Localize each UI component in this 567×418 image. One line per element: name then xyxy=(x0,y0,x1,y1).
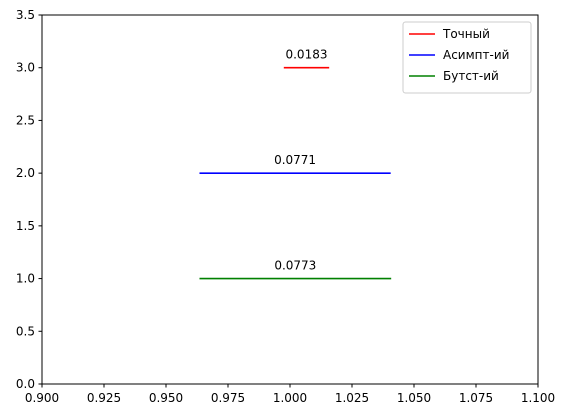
y-tick-label: 0.5 xyxy=(16,324,35,338)
x-tick-label: 1.100 xyxy=(521,391,555,405)
y-tick-label: 2.0 xyxy=(16,166,35,180)
legend-label: Асимпт-ий xyxy=(443,48,509,62)
legend: Точный Асимпт-ий Бутст-ий xyxy=(402,21,532,94)
x-tick-label: 0.975 xyxy=(211,391,245,405)
y-tick-label: 0.0 xyxy=(16,377,35,391)
y-tick-label: 1.0 xyxy=(16,272,35,286)
legend-label: Бутст-ий xyxy=(443,69,499,83)
x-tick-label: 1.025 xyxy=(335,391,369,405)
x-tick-label: 0.925 xyxy=(87,391,121,405)
x-tick-label: 0.950 xyxy=(149,391,183,405)
data-label: 0.0773 xyxy=(274,259,316,273)
data-label: 0.0183 xyxy=(285,48,327,62)
x-tick-label: 1.000 xyxy=(273,391,307,405)
series-layer: 0.0183 0.0771 0.0773 xyxy=(199,48,392,280)
y-tick-label: 1.5 xyxy=(16,219,35,233)
legend-label: Точный xyxy=(442,27,490,41)
plot-frame xyxy=(41,14,539,385)
y-tick-label: 3.5 xyxy=(16,8,35,22)
y-axis: 0.0 0.5 1.0 1.5 2.0 2.5 3.0 3.5 xyxy=(16,8,42,391)
y-tick-label: 3.0 xyxy=(16,61,35,75)
x-tick-label: 1.075 xyxy=(459,391,493,405)
x-tick-label: 1.050 xyxy=(397,391,431,405)
x-axis: 0.900 0.925 0.950 0.975 1.000 1.025 1.050 1.075… xyxy=(25,384,555,405)
y-tick-label: 2.5 xyxy=(16,113,35,127)
x-tick-label: 0.900 xyxy=(25,391,59,405)
data-label: 0.0771 xyxy=(274,153,316,167)
